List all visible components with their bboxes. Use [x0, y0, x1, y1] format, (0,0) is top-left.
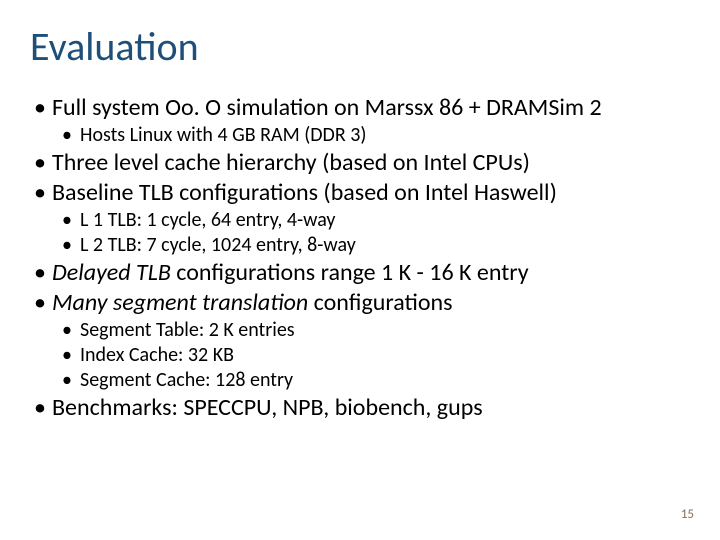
- bullet-text: configurations: [308, 288, 452, 317]
- slide-title: Evaluation: [30, 22, 690, 71]
- bullet-l2: L 1 TLB: 1 cycle, 64 entry, 4-way: [58, 208, 690, 233]
- page-number: 15: [681, 507, 694, 522]
- bullet-text: Hosts Linux with 4 GB RAM (DDR 3): [80, 123, 366, 147]
- bullet-text: Three level cache hierarchy (based on In…: [52, 148, 530, 177]
- bullet-list: Full system Oo. O simulation on Marssx 8…: [30, 93, 690, 423]
- bullet-text: Index Cache: 32 KB: [80, 343, 234, 367]
- bullet-l2: L 2 TLB: 7 cycle, 1024 entry, 8-way: [58, 233, 690, 258]
- bullet-l1: Baseline TLB configurations (based on In…: [30, 178, 690, 208]
- bullet-text: Benchmarks: SPECCPU, NPB, biobench, gups: [52, 393, 483, 422]
- bullet-text: Delayed TLB: [52, 258, 171, 287]
- bullet-text: L 1 TLB: 1 cycle, 64 entry, 4-way: [80, 208, 336, 232]
- bullet-text: Full system Oo. O simulation on Marssx 8…: [52, 93, 602, 122]
- bullet-l1: Benchmarks: SPECCPU, NPB, biobench, gups: [30, 393, 690, 423]
- bullet-l2: Hosts Linux with 4 GB RAM (DDR 3): [58, 123, 690, 148]
- bullet-l2: Index Cache: 32 KB: [58, 343, 690, 368]
- bullet-text: Many segment translation: [52, 288, 308, 317]
- bullet-l2: Segment Table: 2 K entries: [58, 318, 690, 343]
- bullet-l1: Delayed TLB configurations range 1 K - 1…: [30, 258, 690, 288]
- bullet-text: Segment Table: 2 K entries: [80, 318, 295, 342]
- bullet-text: Segment Cache: 128 entry: [80, 368, 293, 392]
- bullet-l2: Segment Cache: 128 entry: [58, 368, 690, 393]
- bullet-l1: Full system Oo. O simulation on Marssx 8…: [30, 93, 690, 123]
- bullet-text: configurations range 1 K - 16 K entry: [171, 258, 529, 287]
- bullet-l1: Many segment translation configurations: [30, 288, 690, 318]
- bullet-text: Baseline TLB configurations (based on In…: [52, 178, 557, 207]
- bullet-text: L 2 TLB: 7 cycle, 1024 entry, 8-way: [80, 233, 356, 257]
- bullet-l1: Three level cache hierarchy (based on In…: [30, 148, 690, 178]
